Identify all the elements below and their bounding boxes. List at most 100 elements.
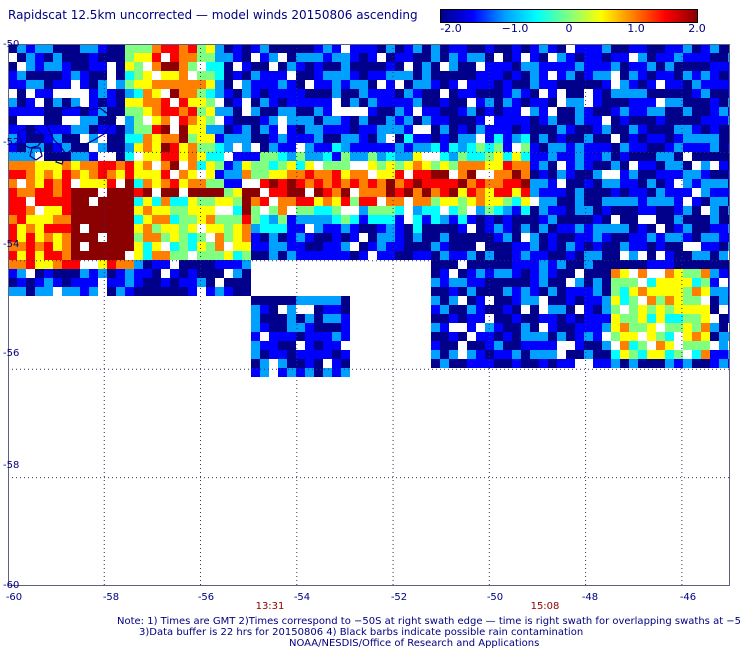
colorbar-label: −1.0 xyxy=(501,22,529,35)
wind-cell xyxy=(8,170,17,179)
wind-cell xyxy=(575,62,584,71)
swath-time-label: 15:08 xyxy=(530,601,560,612)
wind-cell xyxy=(449,98,458,107)
wind-cell xyxy=(521,152,530,161)
wind-cell xyxy=(251,107,260,116)
wind-cell xyxy=(701,98,710,107)
wind-cell xyxy=(440,323,449,332)
wind-cell xyxy=(260,296,269,305)
wind-cell xyxy=(683,161,692,170)
wind-cell xyxy=(260,107,269,116)
wind-cell xyxy=(161,170,170,179)
wind-cell xyxy=(503,233,512,242)
wind-cell xyxy=(260,44,269,53)
wind-cell xyxy=(665,341,674,350)
wind-cell xyxy=(647,80,656,89)
wind-cell xyxy=(638,161,647,170)
wind-cell xyxy=(566,62,575,71)
wind-cell xyxy=(665,62,674,71)
wind-cell xyxy=(341,368,350,377)
wind-cell xyxy=(143,188,152,197)
wind-cells xyxy=(8,44,730,377)
wind-cell xyxy=(188,242,197,251)
wind-cell xyxy=(710,287,719,296)
wind-cell xyxy=(170,287,179,296)
wind-cell xyxy=(593,260,602,269)
wind-cell xyxy=(539,179,548,188)
wind-cell xyxy=(107,143,116,152)
wind-cell xyxy=(314,143,323,152)
wind-cell xyxy=(503,143,512,152)
wind-cell xyxy=(368,233,377,242)
wind-cell xyxy=(548,170,557,179)
wind-cell xyxy=(359,134,368,143)
wind-cell xyxy=(476,251,485,260)
wind-cell xyxy=(107,125,116,134)
wind-cell xyxy=(332,359,341,368)
wind-cell xyxy=(8,80,17,89)
wind-cell xyxy=(44,62,53,71)
wind-cell xyxy=(503,62,512,71)
wind-cell xyxy=(62,71,71,80)
wind-cell xyxy=(188,287,197,296)
wind-cell xyxy=(296,197,305,206)
wind-cell xyxy=(242,71,251,80)
wind-cell xyxy=(395,161,404,170)
wind-cell xyxy=(611,233,620,242)
wind-cell xyxy=(278,80,287,89)
wind-cell xyxy=(233,125,242,134)
wind-cell xyxy=(62,161,71,170)
wind-cell xyxy=(26,287,35,296)
wind-cell xyxy=(206,62,215,71)
wind-cell xyxy=(242,134,251,143)
wind-cell xyxy=(593,206,602,215)
wind-cell xyxy=(539,143,548,152)
wind-cell xyxy=(35,287,44,296)
wind-cell xyxy=(638,224,647,233)
wind-cell xyxy=(710,359,719,368)
wind-cell xyxy=(17,125,26,134)
wind-cell xyxy=(710,53,719,62)
wind-cell xyxy=(152,98,161,107)
wind-cell xyxy=(494,251,503,260)
wind-cell xyxy=(89,242,98,251)
wind-cell xyxy=(530,224,539,233)
wind-cell xyxy=(341,305,350,314)
wind-cell xyxy=(683,296,692,305)
wind-cell xyxy=(89,44,98,53)
wind-cell xyxy=(107,116,116,125)
wind-cell xyxy=(674,170,683,179)
wind-cell xyxy=(71,215,80,224)
wind-cell xyxy=(278,296,287,305)
wind-cell xyxy=(557,278,566,287)
wind-cell xyxy=(251,197,260,206)
wind-cell xyxy=(692,215,701,224)
wind-cell xyxy=(683,341,692,350)
wind-cell xyxy=(719,314,728,323)
wind-cell xyxy=(674,143,683,152)
wind-cell xyxy=(98,224,107,233)
wind-cell xyxy=(341,125,350,134)
wind-cell xyxy=(602,89,611,98)
wind-cell xyxy=(44,206,53,215)
wind-cell xyxy=(260,242,269,251)
wind-cell xyxy=(449,80,458,89)
wind-cell xyxy=(539,62,548,71)
wind-cell xyxy=(152,251,161,260)
wind-cell xyxy=(215,44,224,53)
wind-cell xyxy=(206,53,215,62)
wind-cell xyxy=(152,80,161,89)
wind-cell xyxy=(449,233,458,242)
wind-cell xyxy=(485,125,494,134)
wind-cell xyxy=(638,170,647,179)
wind-cell xyxy=(368,89,377,98)
wind-cell xyxy=(683,233,692,242)
wind-cell xyxy=(287,107,296,116)
wind-cell xyxy=(224,170,233,179)
wind-cell xyxy=(80,251,89,260)
wind-cell xyxy=(161,107,170,116)
wind-cell xyxy=(17,89,26,98)
wind-cell xyxy=(143,53,152,62)
wind-cell xyxy=(44,170,53,179)
lon-tick-label: -50 xyxy=(486,592,504,603)
